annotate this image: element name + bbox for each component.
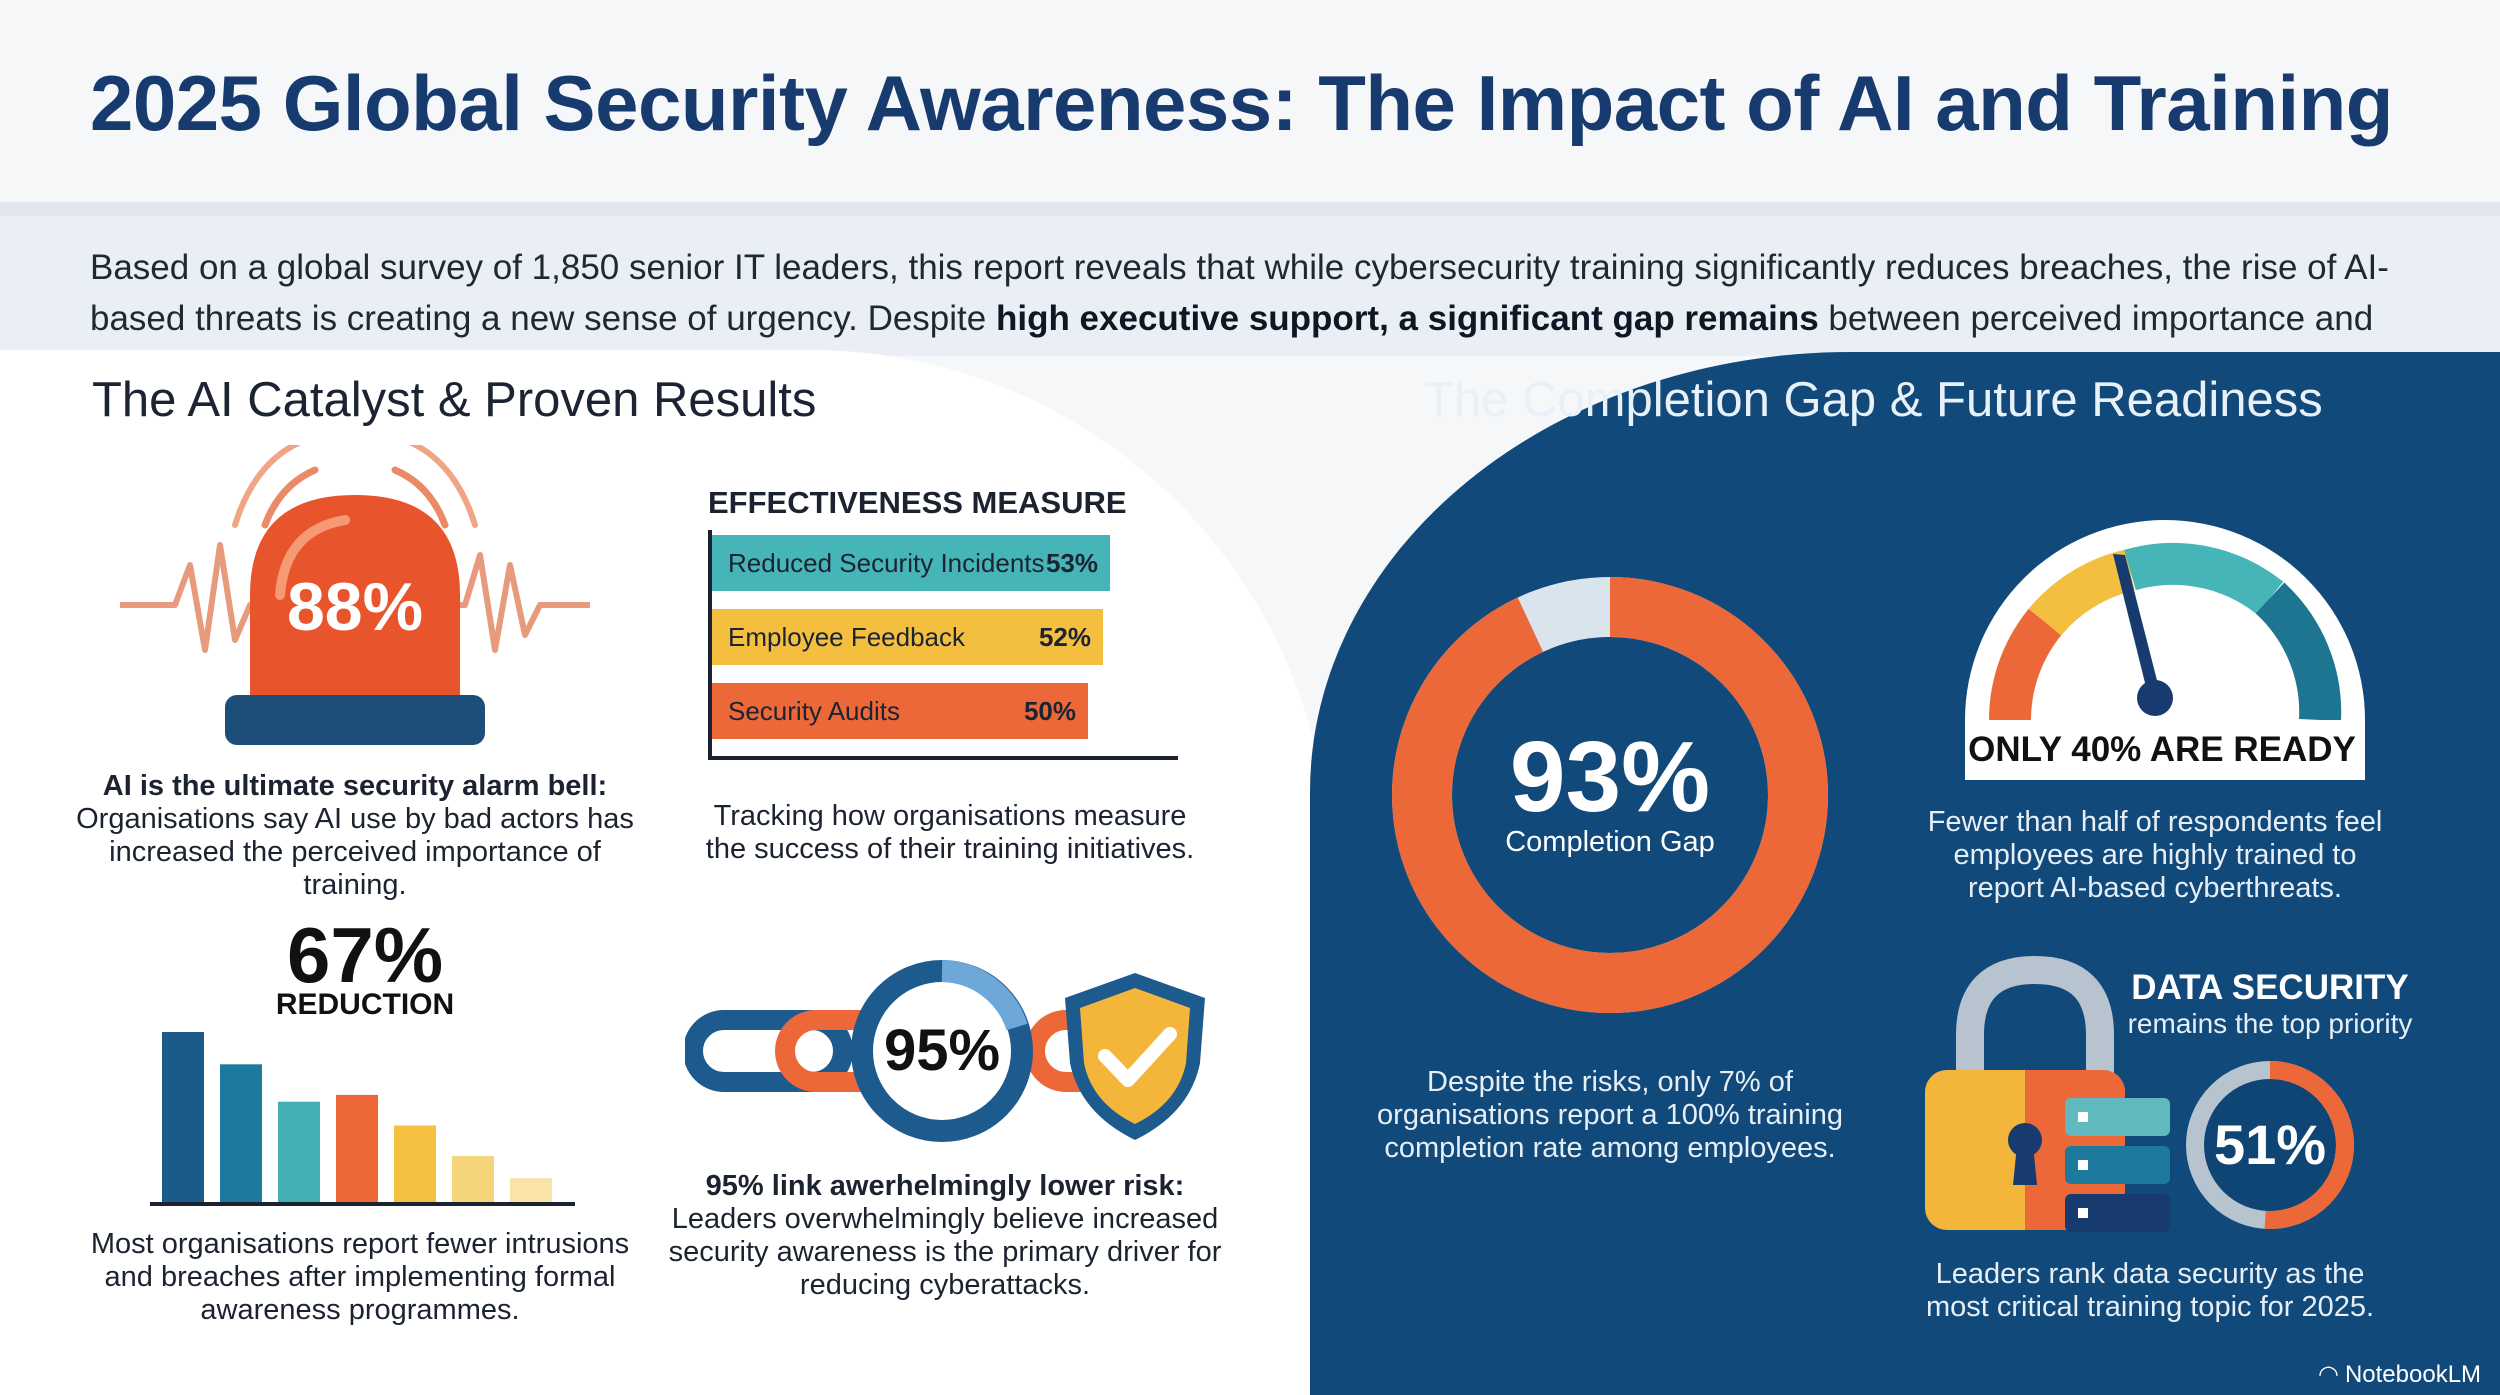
completion-value: 93% [1509,721,1711,833]
data-security-value: 51% [2213,1113,2327,1176]
reduction-label: REDUCTION [275,988,455,1021]
alarm-siren-icon [120,445,590,745]
left-panel [0,350,1330,1395]
effectiveness-bar: Employee Feedback 52% [712,609,1103,665]
speedometer-gauge-icon [1965,520,2365,780]
effectiveness-bar-label: Security Audits [728,695,900,726]
reduction-bar [162,1032,204,1202]
title-divider [0,202,2500,216]
effectiveness-bar-value: 52% [1038,621,1091,652]
left-section-title: The AI Catalyst & Proven Results [92,373,817,427]
notebooklm-logo-icon: ◠ [2318,1361,2339,1388]
reduction-bar-chart [150,1032,575,1206]
effectiveness-caption: Tracking how organisations measure the s… [705,800,1195,865]
reduction-bar [394,1125,436,1202]
reduction-bar [510,1178,552,1202]
reduction-bar [336,1094,378,1202]
reduction-bar [452,1156,494,1202]
data-security-ring [2186,1061,2354,1229]
page-title: 2025 Global Security Awareness: The Impa… [90,59,2393,147]
effectiveness-bar-value: 50% [1023,695,1076,726]
readiness-label: ONLY 40% ARE READY [1968,730,2356,769]
completion-label: Completion Gap [1505,826,1715,858]
completion-ring [1392,577,1828,1013]
reduction-bar [220,1064,262,1202]
right-section-title: The Completion Gap & Future Readiness [1424,373,2323,427]
readiness-caption: Fewer than half of respondents feel empl… [1927,806,2383,904]
server-stack-icon [2065,1098,2170,1232]
reduction-caption: Most organisations report fewer intrusio… [90,1228,630,1326]
data-security-subtitle: remains the top priority [2127,1008,2413,1039]
risk-caption: 95% link awerhelmingly lower risk: Leader… [668,1170,1222,1301]
effectiveness-bar: Security Audits 50% [712,683,1088,739]
risk-value: 95% [883,1018,1001,1083]
data-security-caption: Leaders rank data security as the most c… [1925,1258,2375,1323]
reduction-value: 67% [286,911,444,999]
chain-link-icon [685,960,1135,1142]
alarm-value: 88% [286,569,424,645]
intro-text: Based on a global survey of 1,850 senior… [90,248,2389,389]
effectiveness-title: EFFECTIVENESS MEASURE [708,485,1127,520]
effectiveness-bars: Reduced Security Incidents 53% Employee Fe… [712,535,1178,757]
reduction-bar [278,1101,320,1202]
alarm-caption: AI is the ultimate security alarm bell: O… [76,770,634,901]
effectiveness-bar-label: Reduced Security Incidents [728,547,1045,578]
effectiveness-axis-y [708,530,712,760]
effectiveness-bar-label: Employee Feedback [728,621,966,652]
effectiveness-bar-value: 53% [1045,547,1098,578]
effectiveness-axis-x [708,756,1178,760]
data-security-title: DATA SECURITY [2131,968,2409,1007]
completion-caption: Despite the risks, only 7% of organisati… [1377,1066,1843,1164]
brand-logo: ◠ NotebookLM [2318,1360,2482,1389]
shield-check-icon [1065,973,1205,1140]
effectiveness-bar: Reduced Security Incidents 53% [712,535,1110,591]
intro-band [0,216,2500,356]
